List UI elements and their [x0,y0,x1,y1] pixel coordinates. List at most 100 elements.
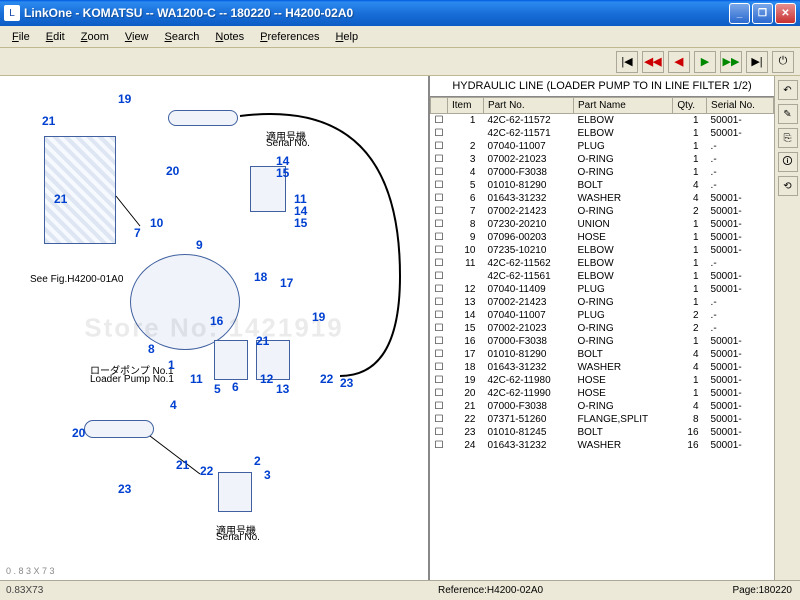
callout-15[interactable]: 15 [276,166,289,180]
nav-last-button[interactable]: ▶| [746,51,768,73]
callout-20[interactable]: 20 [72,426,85,440]
row-checkbox[interactable]: ☐ [431,309,448,322]
row-checkbox[interactable]: ☐ [431,439,448,452]
callout-6[interactable]: 6 [232,380,239,394]
callout-5[interactable]: 5 [214,382,221,396]
row-checkbox[interactable]: ☐ [431,335,448,348]
row-checkbox[interactable]: ☐ [431,387,448,400]
row-checkbox[interactable]: ☐ [431,348,448,361]
row-checkbox[interactable]: ☐ [431,296,448,309]
table-row[interactable]: ☐307002-21023O-RING1.- [431,153,774,166]
callout-21[interactable]: 21 [54,192,67,206]
row-checkbox[interactable]: ☐ [431,413,448,426]
table-row[interactable]: ☐42C-62-11571ELBOW150001- [431,127,774,140]
callout-18[interactable]: 18 [254,270,267,284]
table-row[interactable]: ☐1007235-10210ELBOW150001- [431,244,774,257]
row-checkbox[interactable]: ☐ [431,114,448,128]
callout-21[interactable]: 21 [256,334,269,348]
row-checkbox[interactable]: ☐ [431,322,448,335]
nav-fwd-button[interactable]: ▶ [694,51,716,73]
callout-20[interactable]: 20 [166,164,179,178]
row-checkbox[interactable]: ☐ [431,283,448,296]
callout-16[interactable]: 16 [210,314,223,328]
parts-table-container[interactable]: Item Part No. Part Name Qty. Serial No. … [430,97,774,580]
table-row[interactable]: ☐1942C-62-11980HOSE150001- [431,374,774,387]
col-item[interactable]: Item [447,98,483,114]
row-checkbox[interactable]: ☐ [431,361,448,374]
callout-8[interactable]: 8 [148,342,155,356]
menu-edit[interactable]: Edit [38,29,73,45]
callout-17[interactable]: 17 [280,276,293,290]
table-row[interactable]: ☐142C-62-11572ELBOW150001- [431,114,774,128]
callout-7[interactable]: 7 [134,226,141,240]
table-row[interactable]: ☐1607000-F3038O-RING150001- [431,335,774,348]
row-checkbox[interactable]: ☐ [431,374,448,387]
callout-23[interactable]: 23 [340,376,353,390]
callout-2[interactable]: 2 [254,454,261,468]
menu-preferences[interactable]: Preferences [252,29,327,45]
info-button[interactable]: 🛈 [778,152,798,172]
table-row[interactable]: ☐1307002-21423O-RING1.- [431,296,774,309]
callout-3[interactable]: 3 [264,468,271,482]
col-partno[interactable]: Part No. [483,98,573,114]
callout-22[interactable]: 22 [320,372,333,386]
close-button[interactable]: ✕ [775,3,796,24]
callout-15[interactable]: 15 [294,216,307,230]
callout-19[interactable]: 19 [312,310,325,324]
table-row[interactable]: ☐601643-31232WASHER450001- [431,192,774,205]
table-row[interactable]: ☐2401643-31232WASHER1650001- [431,439,774,452]
table-row[interactable]: ☐407000-F3038O-RING1.- [431,166,774,179]
menu-file[interactable]: File [4,29,38,45]
menu-search[interactable]: Search [157,29,208,45]
link-button[interactable]: ⎘ [778,128,798,148]
row-checkbox[interactable]: ☐ [431,257,448,270]
row-checkbox[interactable]: ☐ [431,400,448,413]
table-row[interactable]: ☐207040-11007PLUG1.- [431,140,774,153]
callout-12[interactable]: 12 [260,372,273,386]
menu-notes[interactable]: Notes [207,29,252,45]
minimize-button[interactable]: _ [729,3,750,24]
table-row[interactable]: ☐1142C-62-11562ELBOW1.- [431,257,774,270]
table-row[interactable]: ☐501010-81290BOLT4.- [431,179,774,192]
menu-zoom[interactable]: Zoom [73,29,117,45]
callout-9[interactable]: 9 [196,238,203,252]
table-row[interactable]: ☐2107000-F3038O-RING450001- [431,400,774,413]
table-row[interactable]: ☐1407040-11007PLUG2.- [431,309,774,322]
table-row[interactable]: ☐2301010-81245BOLT1650001- [431,426,774,439]
reset-button[interactable]: ⟲ [778,176,798,196]
callout-1[interactable]: 1 [168,358,175,372]
row-checkbox[interactable]: ☐ [431,179,448,192]
table-row[interactable]: ☐2042C-62-11990HOSE150001- [431,387,774,400]
row-checkbox[interactable]: ☐ [431,218,448,231]
undo-button[interactable]: ↶ [778,80,798,100]
table-row[interactable]: ☐1507002-21023O-RING2.- [431,322,774,335]
menu-help[interactable]: Help [327,29,366,45]
nav-first-button[interactable]: |◀ [616,51,638,73]
table-row[interactable]: ☐907096-00203HOSE150001- [431,231,774,244]
pick-button[interactable]: ✎ [778,104,798,124]
callout-23[interactable]: 23 [118,482,131,496]
table-row[interactable]: ☐807230-20210UNION150001- [431,218,774,231]
nav-prev-button[interactable]: ◀◀ [642,51,664,73]
row-checkbox[interactable]: ☐ [431,140,448,153]
table-row[interactable]: ☐1207040-11409PLUG150001- [431,283,774,296]
row-checkbox[interactable]: ☐ [431,166,448,179]
callout-19[interactable]: 19 [118,92,131,106]
table-row[interactable]: ☐2207371-51260FLANGE,SPLIT850001- [431,413,774,426]
row-checkbox[interactable]: ☐ [431,231,448,244]
row-checkbox[interactable]: ☐ [431,426,448,439]
col-check[interactable] [431,98,448,114]
table-row[interactable]: ☐1801643-31232WASHER450001- [431,361,774,374]
nav-back-button[interactable]: ◀ [668,51,690,73]
row-checkbox[interactable]: ☐ [431,270,448,283]
table-row[interactable]: ☐707002-21423O-RING250001- [431,205,774,218]
callout-21[interactable]: 21 [42,114,55,128]
col-serial[interactable]: Serial No. [707,98,774,114]
col-qty[interactable]: Qty. [673,98,707,114]
exit-button[interactable]: ⏻ [772,51,794,73]
table-row[interactable]: ☐42C-62-11561ELBOW150001- [431,270,774,283]
callout-13[interactable]: 13 [276,382,289,396]
maximize-button[interactable]: ❐ [752,3,773,24]
row-checkbox[interactable]: ☐ [431,192,448,205]
menu-view[interactable]: View [117,29,157,45]
